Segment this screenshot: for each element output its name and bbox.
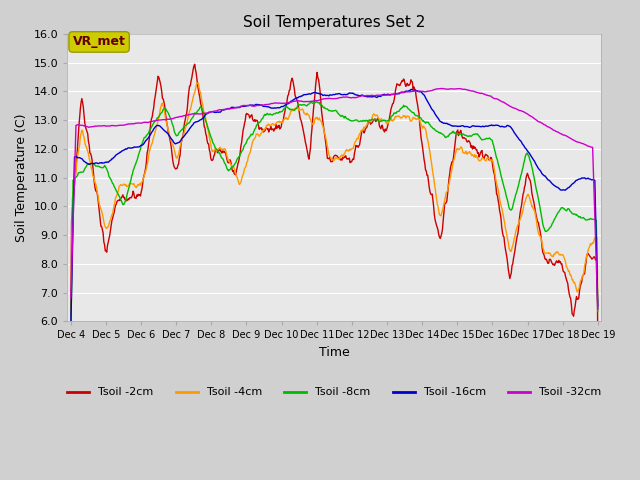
Title: Soil Temperatures Set 2: Soil Temperatures Set 2	[243, 15, 426, 30]
Legend: Tsoil -2cm, Tsoil -4cm, Tsoil -8cm, Tsoil -16cm, Tsoil -32cm: Tsoil -2cm, Tsoil -4cm, Tsoil -8cm, Tsoi…	[63, 383, 606, 402]
Y-axis label: Soil Temperature (C): Soil Temperature (C)	[15, 113, 28, 242]
Text: VR_met: VR_met	[73, 36, 125, 48]
X-axis label: Time: Time	[319, 346, 349, 359]
